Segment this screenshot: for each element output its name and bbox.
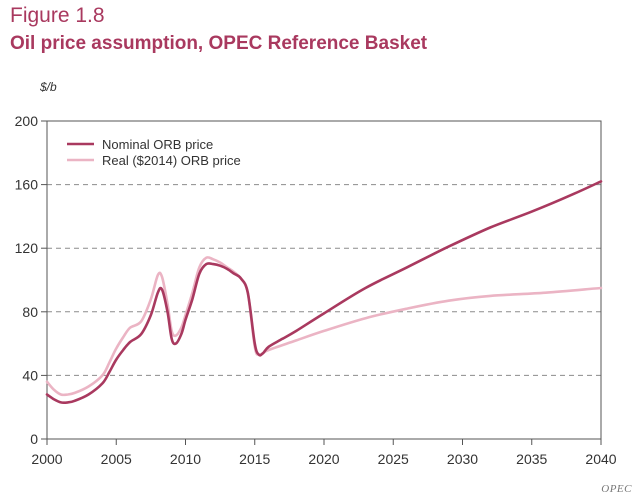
legend-label: Real ($2014) ORB price [102,153,241,168]
x-tick-label: 2025 [378,451,409,467]
axes [46,120,602,440]
y-axis-ticks: 0 40 80 120 160 200 [15,113,47,447]
x-tick-label: 2035 [516,451,547,467]
x-tick-label: 2010 [170,451,201,467]
x-tick-label: 2015 [239,451,270,467]
series-line-nominal-orb-price [45,180,603,405]
series-line-real-2014-orb-price [45,255,603,397]
chart-title: Oil price assumption, OPEC Reference Bas… [10,33,428,54]
x-tick-label: 2030 [447,451,478,467]
x-axis-ticks: 2000 2005 2010 2015 2020 2025 2030 2035 2040 [31,439,617,467]
figure-label: Figure 1.8 [10,4,105,27]
y-tick-label: 40 [22,367,38,383]
y-tick-label: 0 [30,431,38,447]
x-tick-label: 2005 [101,451,132,467]
y-tick-label: 120 [15,240,39,256]
x-tick-label: 2040 [585,451,616,467]
series-lines [45,180,603,405]
plot-frame [46,120,602,440]
legend-label: Nominal ORB price [102,137,213,152]
grid-lines [47,184,601,376]
y-tick-label: 200 [15,113,39,129]
y-tick-label: 80 [22,304,38,320]
x-tick-label: 2000 [31,451,62,467]
y-tick-label: 160 [15,177,39,193]
source-label: OPEC [601,483,632,495]
x-tick-label: 2020 [308,451,339,467]
y-axis-unit: $/b [40,80,57,94]
